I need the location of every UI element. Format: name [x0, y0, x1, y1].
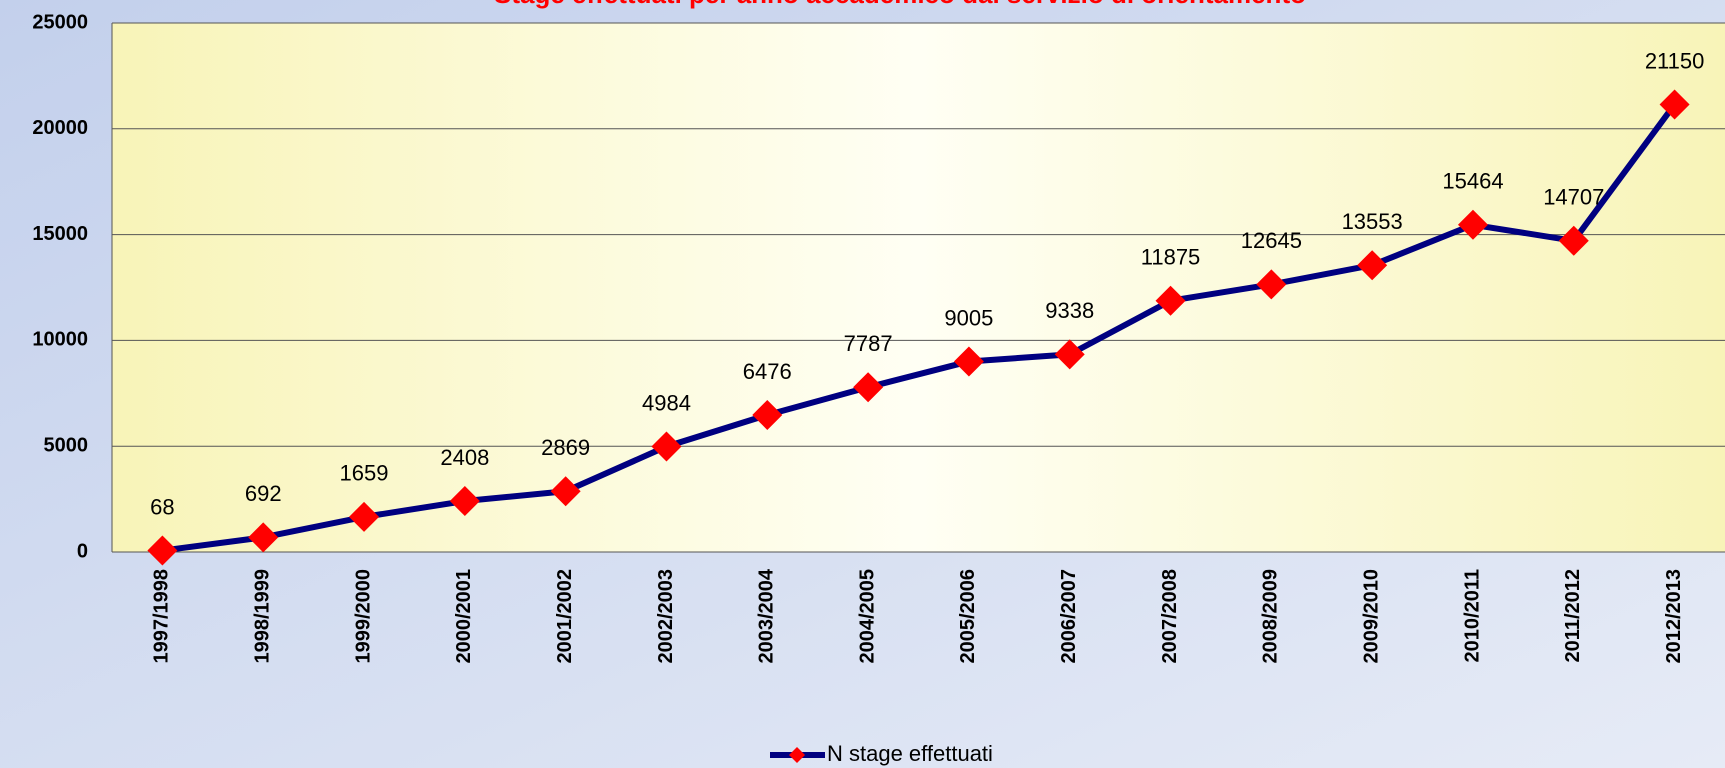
data-label: 9005 — [944, 305, 993, 330]
data-label: 2408 — [440, 445, 489, 470]
x-tick-label: 2006/2007 — [1058, 569, 1080, 664]
marker — [853, 372, 884, 403]
y-tick-label: 10000 — [32, 329, 88, 351]
data-label: 9338 — [1045, 298, 1094, 323]
x-tick-label: 2008/2009 — [1260, 569, 1282, 664]
x-tick-label: 1997/1998 — [151, 569, 173, 664]
data-label: 15464 — [1442, 169, 1503, 194]
x-tick-label: 1998/1999 — [252, 569, 274, 664]
data-label: 2869 — [541, 435, 590, 460]
chart-title: Stage effettuati per anno accademico dal… — [494, 0, 1306, 9]
data-label: 7787 — [844, 331, 893, 356]
data-label: 4984 — [642, 390, 691, 415]
x-tick-label: 2000/2001 — [453, 569, 475, 664]
marker — [752, 399, 783, 430]
data-label: 21150 — [1645, 48, 1705, 73]
marker — [449, 486, 480, 517]
x-tick-label: 2012/2013 — [1663, 569, 1685, 664]
marker — [1357, 250, 1388, 281]
x-tick-label: 2009/2010 — [1360, 569, 1382, 664]
legend-label: N stage effettuati — [827, 741, 993, 766]
y-tick-label: 0 — [77, 540, 88, 562]
x-tick-label: 2002/2003 — [655, 569, 677, 664]
marker — [1054, 339, 1085, 370]
data-label: 11875 — [1141, 245, 1201, 270]
marker — [349, 501, 380, 532]
x-tick-label: 1999/2000 — [352, 569, 374, 664]
data-label: 14707 — [1543, 185, 1604, 210]
marker — [1256, 269, 1287, 300]
marker — [1155, 285, 1186, 316]
x-tick-label: 2001/2002 — [554, 569, 576, 664]
y-tick-label: 15000 — [32, 223, 88, 245]
marker — [953, 346, 984, 377]
line — [162, 102, 1678, 554]
plot-area — [112, 23, 1725, 552]
x-tick-label: 2005/2006 — [957, 569, 979, 664]
data-label: 6476 — [743, 359, 792, 384]
marker — [550, 476, 581, 507]
y-tick-label: 25000 — [32, 11, 88, 33]
data-label: 692 — [245, 481, 282, 506]
x-tick-label: 2003/2004 — [756, 568, 778, 663]
marker — [1558, 225, 1589, 256]
data-label: 1659 — [340, 461, 389, 486]
x-tick-label: 2011/2012 — [1562, 569, 1584, 662]
x-tick-label: 2010/2011 — [1461, 569, 1483, 662]
y-tick-label: 5000 — [44, 434, 89, 456]
marker — [1457, 209, 1488, 240]
marker — [147, 535, 178, 566]
marker — [651, 431, 682, 462]
marker — [248, 522, 279, 553]
data-label: 68 — [150, 494, 174, 519]
marker — [1659, 89, 1690, 120]
y-tick-label: 20000 — [32, 117, 88, 139]
legend-marker — [789, 747, 805, 763]
data-label: 12645 — [1241, 228, 1302, 253]
x-tick-label: 2004/2005 — [856, 569, 878, 664]
x-tick-label: 2007/2008 — [1159, 569, 1181, 664]
data-label: 13553 — [1342, 209, 1403, 234]
